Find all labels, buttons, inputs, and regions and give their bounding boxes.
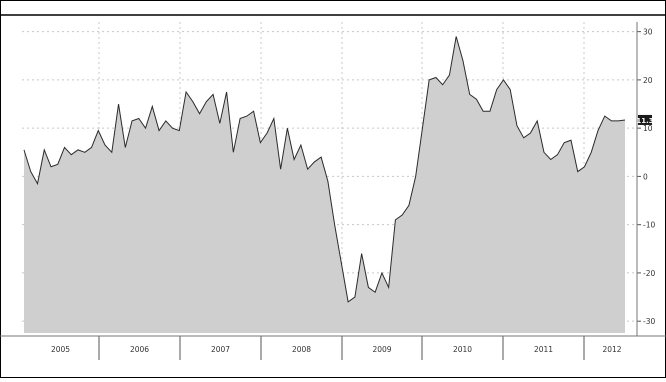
y-tick-label: 10 (643, 124, 653, 133)
y-tick-label: -10 (643, 221, 655, 230)
x-tick-label: 2011 (534, 345, 553, 354)
last-value-background (638, 114, 652, 125)
y-tick-label: -20 (643, 269, 655, 278)
x-tick-label: 2008 (292, 345, 311, 354)
series-area (24, 36, 625, 333)
x-tick-label: 2010 (453, 345, 472, 354)
y-tick-label: 0 (643, 172, 648, 181)
y-tick-label: 30 (643, 28, 653, 37)
series-line (23, 36, 626, 303)
last-value-label: 11.3 (636, 117, 653, 125)
y-tick-label: -30 (643, 317, 655, 326)
x-tick-label: 2006 (130, 345, 149, 354)
last-value-tag: 11.3 (636, 114, 654, 125)
x-tick-label: 2007 (211, 345, 230, 354)
y-tick-label: 20 (643, 76, 653, 85)
x-tick-label: 2012 (602, 345, 621, 354)
x-tick-label: 2009 (372, 345, 391, 354)
x-tick-label: 2005 (51, 345, 70, 354)
